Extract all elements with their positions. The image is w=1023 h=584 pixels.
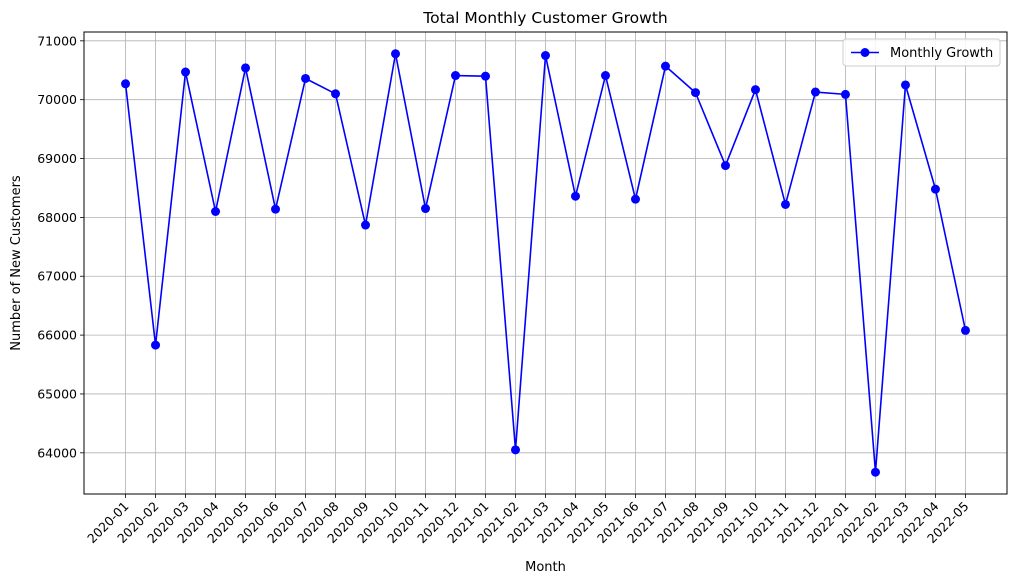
data-point: [600, 71, 610, 81]
grid-lines: [84, 32, 1007, 494]
y-tick-label: 68000: [37, 210, 77, 225]
data-point: [451, 71, 461, 81]
data-point: [541, 51, 550, 61]
data-point: [211, 207, 221, 217]
data-point: [151, 340, 161, 350]
data-point: [421, 204, 431, 214]
data-point: [960, 325, 970, 335]
data-point: [511, 445, 521, 455]
y-tick-label: 69000: [37, 151, 77, 166]
series-layer: [121, 49, 970, 477]
y-tick-label: 66000: [37, 328, 77, 343]
data-point: [331, 89, 341, 99]
data-point: [750, 85, 760, 95]
legend-box: [842, 38, 1001, 67]
y-tick-label: 64000: [37, 445, 77, 460]
y-tick-label: 71000: [37, 33, 77, 48]
data-point: [121, 79, 131, 89]
data-point: [660, 61, 670, 71]
y-tick-label: 70000: [37, 92, 77, 107]
y-tick-label: 67000: [37, 269, 77, 284]
legend-label: Monthly Growth: [890, 46, 993, 61]
data-point: [840, 89, 850, 99]
legend-marker-swatch: [860, 48, 870, 57]
legend: Monthly Growth: [842, 38, 1001, 67]
x-axis-title: Month: [525, 560, 566, 575]
data-point: [271, 204, 281, 214]
data-point: [870, 467, 880, 477]
y-axis-title: Number of New Customers: [9, 175, 24, 351]
data-point: [301, 73, 311, 83]
data-point: [900, 80, 910, 90]
data-point: [570, 191, 580, 201]
data-point: [391, 49, 401, 59]
chart-title: Total Monthly Customer Growth: [422, 9, 667, 27]
y-tick-label: 65000: [37, 386, 77, 401]
data-point: [181, 67, 191, 77]
data-point: [361, 220, 371, 230]
data-point: [241, 63, 251, 73]
data-point: [690, 88, 700, 98]
data-point: [810, 87, 820, 97]
data-point: [630, 194, 640, 204]
data-point: [780, 199, 790, 209]
data-point: [930, 184, 940, 194]
data-point: [720, 161, 730, 171]
data-point: [481, 71, 491, 81]
